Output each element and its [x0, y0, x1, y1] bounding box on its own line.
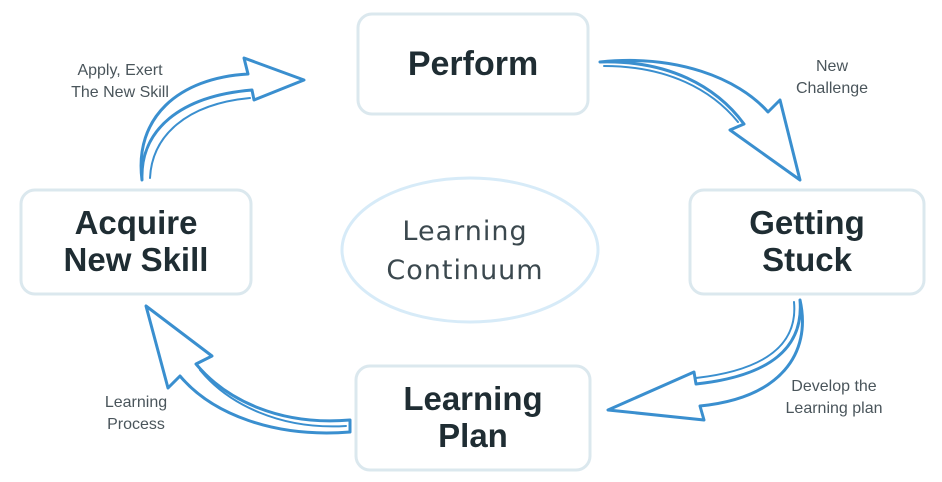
perform-label: Perform	[407, 44, 539, 83]
arrow-plan-to-acquire	[144, 304, 352, 435]
edge-label-process-line2: Process	[107, 416, 165, 434]
acquire-label-line2: New Skill	[63, 241, 209, 278]
edge-label-process: Learning Process	[76, 392, 196, 437]
perform-node: Perform	[358, 14, 588, 114]
learning-plan-box	[354, 364, 592, 472]
edge-label-apply: Apply, Exert The New Skill	[40, 60, 200, 105]
perform-box	[356, 12, 590, 116]
edge-label-challenge-line1: New	[815, 58, 848, 75]
getting-stuck-label-line2: Stuck	[762, 241, 852, 278]
center-ellipse	[340, 176, 600, 324]
center-label-line2: Continuum	[386, 255, 544, 286]
getting-stuck-label-line1: Getting	[749, 204, 865, 242]
learning-plan-label-line1: Learning	[403, 380, 543, 418]
acquire-new-skill-box	[19, 188, 253, 296]
edge-label-develop: Develop the Learning plan	[764, 376, 904, 421]
edge-label-develop-line2: Learning plan	[785, 400, 883, 418]
center-label-line1: Learning	[402, 215, 528, 247]
getting-stuck-box	[688, 188, 926, 296]
edge-label-challenge: New Challenge	[762, 56, 902, 101]
center-label: Learning Continuum	[340, 176, 590, 326]
getting-stuck-node: Getting Stuck	[690, 190, 924, 294]
edge-label-challenge-line2: Challenge	[795, 80, 869, 98]
arrow-acquire-to-perform	[139, 56, 306, 182]
arrow-stuck-to-plan	[606, 298, 804, 422]
edge-label-process-line1: Learning	[104, 394, 168, 411]
edge-label-develop-line1: Develop the	[791, 378, 877, 395]
learning-plan-label-line2: Plan	[438, 417, 508, 454]
arrow-perform-to-stuck	[598, 58, 802, 182]
edge-label-apply-line2: The New Skill	[71, 84, 169, 102]
acquire-label-line1: Acquire	[74, 204, 198, 242]
acquire-new-skill-node: Acquire New Skill	[21, 190, 251, 294]
edge-label-apply-line1: Apply, Exert	[77, 62, 163, 79]
learning-plan-node: Learning Plan	[356, 366, 590, 470]
